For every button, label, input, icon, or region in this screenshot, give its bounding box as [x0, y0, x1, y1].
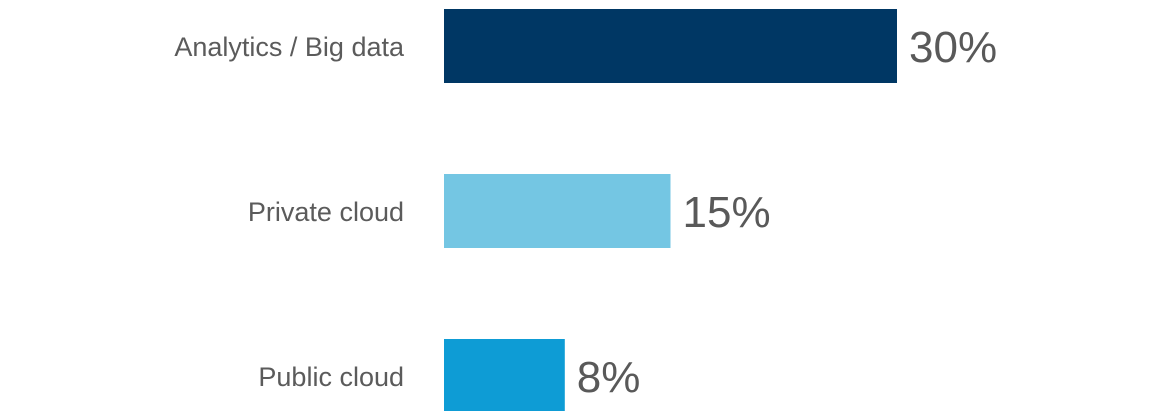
bars [444, 9, 897, 411]
data-label: 15% [683, 188, 771, 237]
category-labels: Analytics / Big data Private cloud Public … [174, 32, 405, 392]
category-label: Public cloud [258, 362, 404, 392]
category-label: Private cloud [248, 197, 404, 227]
value-labels: 30% 15% 8% [577, 23, 997, 402]
bar [444, 9, 897, 83]
category-label: Analytics / Big data [174, 32, 405, 62]
data-label: 30% [909, 23, 997, 72]
bar [444, 339, 565, 411]
bar [444, 174, 671, 248]
data-label: 8% [577, 353, 641, 402]
